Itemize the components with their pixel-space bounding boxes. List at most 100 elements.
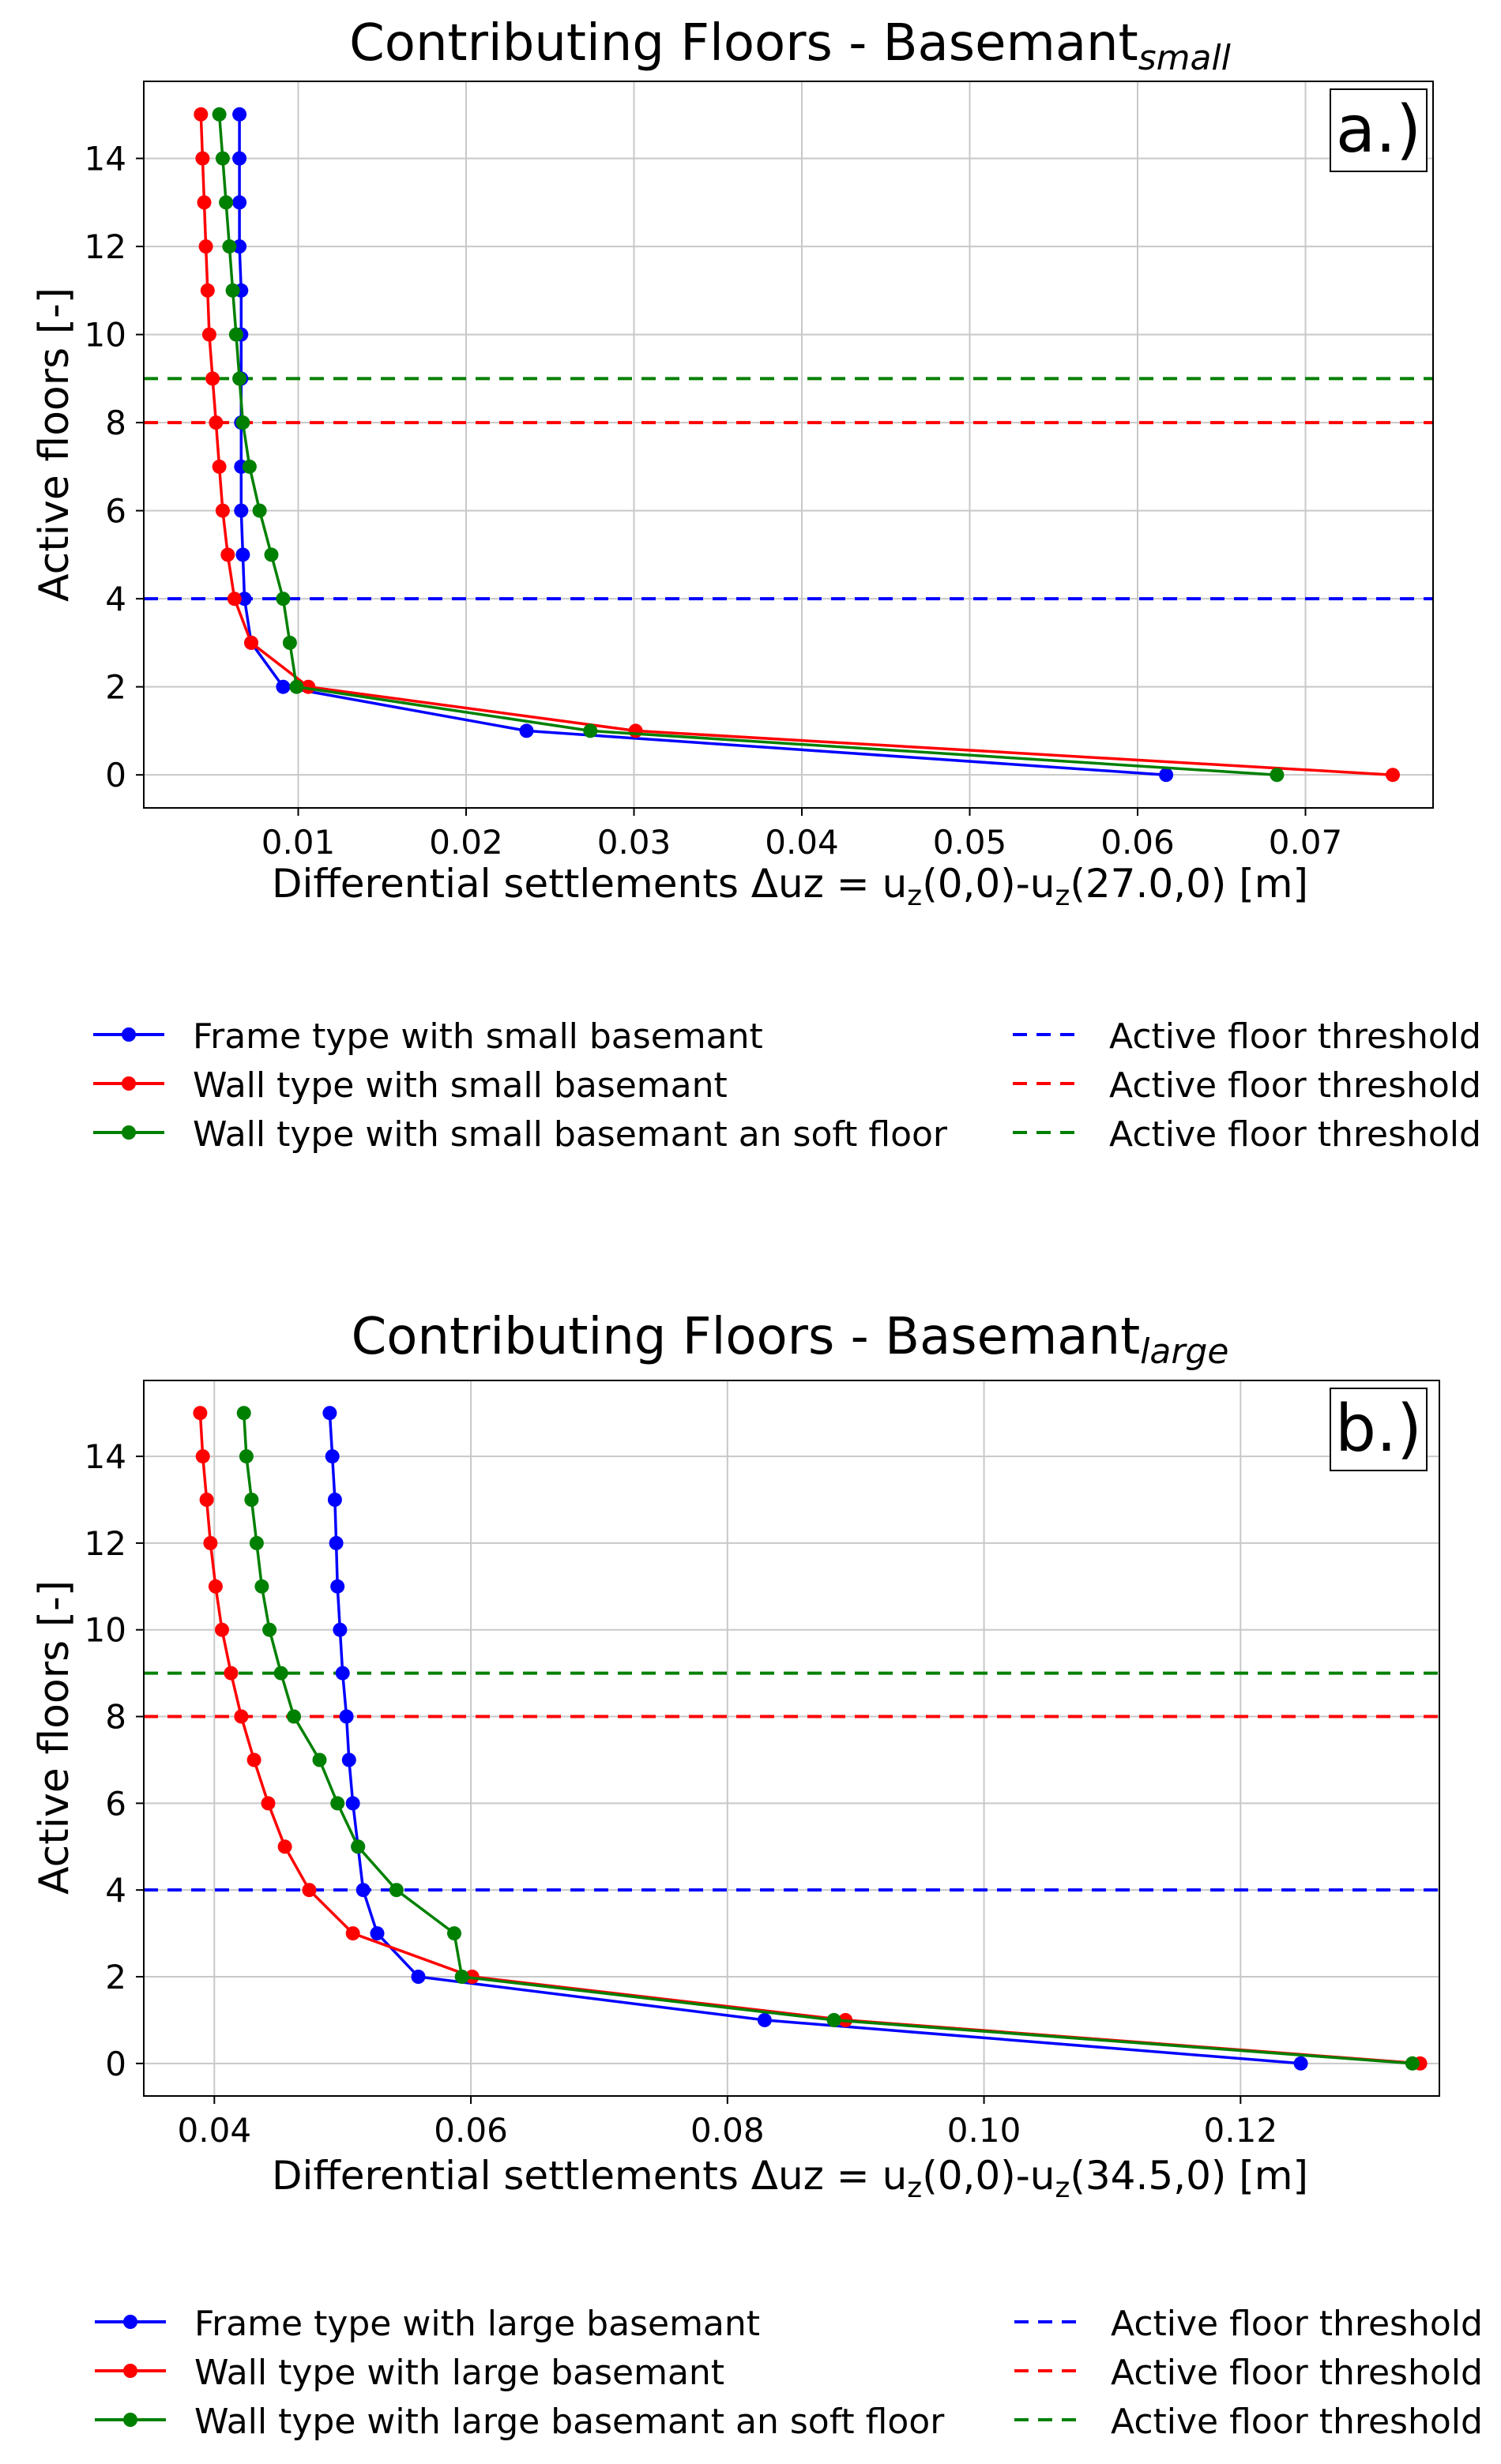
data-point	[235, 415, 250, 430]
data-point	[200, 283, 215, 298]
data-point	[232, 107, 247, 122]
data-point	[198, 239, 213, 254]
data-point	[330, 1579, 345, 1594]
data-point	[215, 151, 230, 166]
svg-text:Wall type with large basemant: Wall type with large basemant an soft fl…	[194, 2402, 945, 2442]
data-point	[244, 1493, 259, 1507]
panel-a-label-box	[1330, 88, 1428, 172]
y-tick-label: 8	[105, 1698, 126, 1737]
data-point	[224, 1666, 239, 1681]
data-point	[322, 1406, 337, 1421]
data-point	[1405, 2056, 1420, 2071]
chart-b-ylabel: Active floors [-]	[31, 1580, 78, 1895]
legend-a-item-6: Active floor threshold	[1013, 1114, 1481, 1155]
x-tick-label: 0.02	[429, 823, 503, 862]
y-tick-label: 10	[85, 1611, 126, 1650]
data-point	[356, 1883, 371, 1898]
data-point	[345, 1796, 360, 1811]
chart-b-title: Contributing Floors - Basemantlarge	[352, 1308, 1229, 1372]
chart-a-frame	[143, 81, 1434, 809]
x-tick-label: 0.05	[933, 823, 1007, 862]
series-line-a-1	[238, 114, 1167, 776]
x-tick-label: 0.07	[1269, 823, 1343, 862]
data-point	[329, 1535, 344, 1550]
data-point	[335, 1666, 350, 1681]
data-point	[282, 635, 297, 650]
y-tick-label: 0	[105, 2045, 126, 2083]
chart-a-xlabel: Differential settlements Δuz = uz(0,0)-u…	[272, 861, 1308, 912]
data-point	[273, 1666, 288, 1681]
data-point	[454, 1970, 469, 1984]
data-point	[201, 327, 216, 342]
y-tick-label: 4	[105, 1871, 126, 1910]
data-point	[232, 151, 247, 166]
chart-a-thresholds	[144, 377, 1433, 601]
data-point	[447, 1926, 461, 1941]
data-point	[276, 592, 291, 607]
y-tick-label: 8	[105, 404, 126, 442]
data-point	[628, 723, 643, 738]
x-tick-label: 0.03	[597, 823, 672, 862]
data-point	[220, 547, 235, 562]
panel-b: Contributing Floors - Basemantlarge 0.04…	[31, 1308, 1483, 2442]
data-point	[195, 151, 210, 166]
data-point	[1270, 768, 1285, 783]
y-tick-label: 12	[85, 227, 126, 266]
data-point	[351, 1839, 366, 1854]
legend-a-item-1: Frame type with small basemant	[93, 1016, 763, 1057]
data-point	[583, 723, 598, 738]
y-tick-label: 12	[85, 1524, 126, 1563]
data-point	[222, 239, 237, 254]
chart-b-frame	[143, 1380, 1440, 2097]
y-tick-label: 14	[85, 140, 126, 178]
y-tick-label: 10	[85, 316, 126, 355]
panel-a: Contributing Floors - Basemantsmall 0.01…	[31, 14, 1481, 1155]
data-point	[261, 1796, 276, 1811]
data-point	[333, 1622, 348, 1637]
legend-b-item-2: Wall type with large basemant	[95, 2353, 724, 2393]
data-point	[232, 239, 247, 254]
data-point	[370, 1926, 385, 1941]
data-point	[1386, 768, 1400, 783]
data-point	[330, 1796, 345, 1811]
data-point	[235, 547, 250, 562]
data-point	[411, 1970, 426, 1984]
y-tick-label: 14	[85, 1437, 126, 1476]
data-point	[212, 107, 227, 122]
y-tick-label: 6	[105, 1784, 126, 1823]
x-tick-label: 0.10	[947, 2111, 1021, 2150]
svg-text:Active floor threshold: Active floor threshold	[1111, 2402, 1483, 2442]
chart-b-ticks: 0.04 0.06 0.08 0.10 0.12 0 2 4 6 8 10 12 14	[85, 1437, 1278, 2150]
chart-b-legend: Frame type with large basemant Wall type…	[95, 2304, 1483, 2442]
data-point	[341, 1752, 356, 1767]
series-line-a-3	[217, 114, 1277, 776]
panel-b-label: b.)	[1335, 1392, 1422, 1467]
data-point	[239, 1449, 254, 1464]
y-tick-label: 6	[105, 492, 126, 531]
legend-a-item-4: Active floor threshold	[1013, 1016, 1481, 1057]
x-tick-label: 0.08	[690, 2111, 765, 2150]
chart-a-series	[194, 107, 1400, 783]
legend-a-item-3: Wall type with small basemant an soft fl…	[93, 1114, 948, 1155]
svg-text:Wall type with large basemant: Wall type with large basemant	[194, 2353, 724, 2393]
data-point	[302, 1883, 317, 1898]
data-point	[215, 503, 230, 518]
data-point	[232, 195, 247, 210]
data-point	[197, 195, 212, 210]
legend-b-item-1: Frame type with large basemant	[95, 2304, 760, 2344]
legend-a-item-5: Active floor threshold	[1013, 1065, 1481, 1106]
data-point	[345, 1926, 360, 1941]
chart-a-ylabel: Active floors [-]	[31, 287, 78, 602]
svg-text:Wall type with small basemant: Wall type with small basemant	[193, 1065, 728, 1106]
data-point	[193, 1406, 208, 1421]
data-point	[276, 679, 291, 694]
svg-text:Active floor threshold: Active floor threshold	[1109, 1114, 1481, 1155]
series-line-b-2	[198, 1413, 1420, 2065]
svg-text:Wall type with small basemant: Wall type with small basemant an soft fl…	[193, 1114, 948, 1155]
svg-text:Active floor threshold: Active floor threshold	[1111, 2353, 1483, 2393]
data-point	[252, 503, 267, 518]
legend-b-item-6: Active floor threshold	[1014, 2402, 1483, 2442]
chart-a-legend: Frame type with small basemant Wall type…	[93, 1016, 1481, 1155]
data-point	[244, 635, 258, 650]
